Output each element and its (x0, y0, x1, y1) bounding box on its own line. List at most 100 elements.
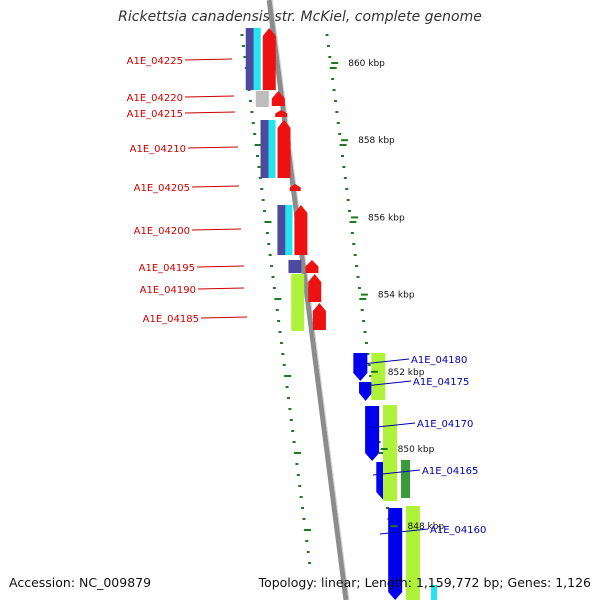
scale-label: 852 kbp (388, 368, 425, 378)
tick-mark (240, 34, 244, 36)
scale-label: 860 kbp (348, 59, 385, 69)
tick-mark (277, 320, 281, 322)
gene-label: A1E_04160 (430, 525, 486, 536)
scale-label: 848 kbp (408, 522, 445, 532)
feature-track (245, 28, 438, 600)
tick-mark (265, 232, 269, 234)
feature-cyan (268, 120, 276, 178)
scale-tick (341, 139, 349, 142)
tick-mark (268, 254, 272, 256)
leader-line (196, 265, 245, 268)
leader-line (191, 228, 242, 231)
leader-line (367, 422, 416, 429)
gene-arrow (353, 353, 368, 381)
gene-arrow (308, 274, 322, 302)
feature-lime (383, 405, 397, 501)
feature-lime (405, 506, 420, 600)
tick-mark (349, 221, 357, 223)
tick-mark (342, 166, 346, 168)
tick-mark (326, 45, 330, 47)
tick-mark (364, 342, 368, 344)
scale-tick (390, 525, 398, 528)
tick-mark (286, 397, 290, 399)
gene-arrow (271, 91, 285, 106)
tick-mark (278, 331, 282, 333)
scale-label: 858 kbp (358, 136, 395, 146)
tick-mark (329, 67, 337, 69)
scale-label: 856 kbp (368, 213, 405, 223)
tick-mark (288, 408, 292, 410)
tick-mark (263, 210, 267, 212)
gene-arrow (289, 184, 301, 191)
tick-mark (298, 485, 302, 487)
leader-line (184, 58, 233, 61)
tick-mark (258, 177, 262, 179)
tick-mark (357, 287, 361, 289)
left-tick-track (240, 34, 312, 564)
tick-mark (296, 474, 300, 476)
feature-dark-green (401, 460, 411, 498)
tick-mark (251, 122, 255, 124)
leader-line (372, 469, 421, 476)
feature-indigo (245, 28, 254, 90)
tick-mark (285, 386, 289, 388)
scale-tick (370, 370, 378, 373)
gene-label: A1E_04220 (127, 93, 183, 104)
feature-indigo (288, 260, 302, 273)
leader-line (191, 185, 240, 188)
gene-arrow (312, 303, 326, 330)
tick-mark (253, 133, 257, 135)
scale-label: 854 kbp (378, 291, 415, 301)
map-title: Rickettsia canadensis str. McKiel, compl… (118, 9, 482, 25)
tick-mark (270, 265, 274, 267)
tick-mark (243, 56, 247, 58)
tick-mark (284, 375, 292, 377)
tick-mark (241, 45, 245, 47)
tick-mark (336, 122, 340, 124)
tick-mark (295, 463, 299, 465)
tick-mark (363, 331, 367, 333)
leader-line (200, 316, 248, 319)
tick-mark (332, 89, 336, 91)
tick-mark (274, 298, 282, 300)
tick-mark (264, 221, 272, 223)
leader-line (184, 111, 236, 114)
tick-mark (302, 518, 306, 520)
tick-mark (250, 111, 254, 113)
gene-label: A1E_04190 (140, 285, 196, 296)
tick-mark (267, 243, 271, 245)
gene-arrow (305, 260, 319, 273)
genome-summary: Topology: linear; Length: 1,159,772 bp; … (258, 575, 591, 590)
tick-mark (328, 56, 332, 58)
tick-mark (306, 551, 310, 553)
leader-line (197, 287, 245, 290)
feature-indigo (277, 205, 286, 255)
gene-label: A1E_04165 (422, 466, 478, 477)
gene-arrow (277, 120, 291, 178)
tick-mark (355, 265, 359, 267)
tick-mark (386, 507, 390, 509)
tick-mark (333, 100, 337, 102)
tick-mark (325, 34, 329, 36)
leader-line (361, 358, 410, 365)
gene-arrow (365, 406, 380, 461)
tick-mark (335, 111, 339, 113)
feature-lime (371, 353, 386, 400)
tick-mark (352, 243, 356, 245)
scale-tick (380, 448, 388, 450)
scale-tick (331, 62, 339, 64)
gene-label: A1E_04215 (127, 109, 183, 120)
tick-mark (331, 78, 335, 80)
gene-label: A1E_04225 (127, 56, 183, 67)
tick-mark (294, 452, 302, 454)
gene-label: A1E_04200 (134, 226, 190, 237)
gene-arrow (262, 28, 276, 90)
feature-cyan (285, 205, 293, 255)
tick-mark (353, 254, 357, 256)
tick-mark (339, 144, 347, 146)
tick-mark (303, 529, 311, 531)
tick-mark (248, 100, 252, 102)
tick-mark (272, 287, 276, 289)
gene-label: A1E_04185 (143, 314, 199, 325)
tick-mark (350, 232, 354, 234)
